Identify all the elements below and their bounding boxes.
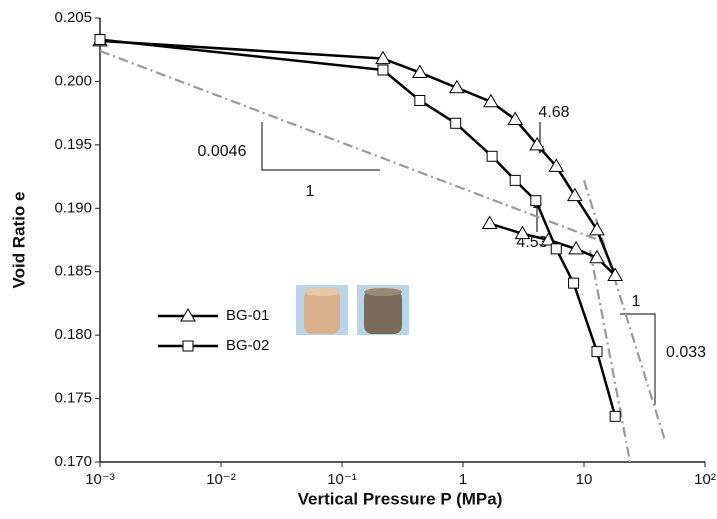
x-tick-label: 10²: [694, 471, 716, 488]
marker: [566, 187, 583, 202]
marker: [180, 308, 196, 322]
marker: [530, 195, 542, 207]
x-axis-title: Vertical Pressure P (MPa): [298, 489, 503, 508]
x-tick-label: 10⁻²: [206, 471, 236, 488]
series-line: [99, 38, 617, 417]
y-tick-label: 0.185: [54, 263, 92, 280]
marker: [449, 79, 465, 94]
y-tick-label: 0.180: [54, 326, 92, 343]
legend-label: BG-01: [226, 307, 269, 324]
marker: [529, 136, 546, 151]
x-tick-label: 10: [576, 471, 593, 488]
marker: [548, 158, 565, 172]
slope-triangle: [261, 122, 380, 171]
annotation: 4.68: [538, 104, 569, 121]
x-tick-label: 10⁻³: [85, 471, 115, 488]
x-tick-label: 10⁻¹: [327, 471, 357, 488]
reference-line: [99, 49, 606, 244]
marker: [507, 111, 524, 125]
legend-label: BG-02: [226, 337, 269, 354]
marker: [486, 150, 498, 162]
marker: [568, 277, 580, 289]
marker: [589, 249, 605, 264]
marker: [589, 221, 605, 236]
reference-line: [588, 249, 632, 463]
marker: [509, 174, 521, 186]
marker: [568, 240, 584, 255]
marker: [514, 225, 531, 240]
annotation: 0.0046: [198, 143, 247, 160]
marker: [483, 93, 499, 108]
y-tick-label: 0.195: [54, 136, 92, 153]
specimen-photo: [357, 285, 409, 335]
marker: [591, 346, 603, 358]
series-line: [99, 39, 617, 277]
reference-line: [582, 180, 667, 441]
y-tick-label: 0.190: [54, 199, 92, 216]
marker: [550, 243, 562, 255]
marker: [377, 64, 389, 76]
x-tick-label: 1: [459, 471, 467, 488]
marker: [414, 94, 426, 106]
marker: [94, 34, 106, 46]
y-tick-label: 0.170: [54, 453, 92, 470]
slope-triangle: [620, 313, 656, 405]
y-tick-label: 0.200: [54, 72, 92, 89]
marker: [182, 340, 194, 352]
annotation: 1: [632, 293, 641, 310]
marker: [450, 117, 462, 129]
marker: [411, 64, 428, 79]
y-axis-title: Void Ratio e: [9, 192, 28, 289]
marker: [607, 267, 624, 282]
specimen-photo: [296, 285, 348, 335]
annotation: 1: [306, 183, 315, 200]
marker: [481, 215, 498, 230]
annotation: 0.033: [666, 344, 706, 361]
y-tick-label: 0.205: [54, 9, 92, 26]
y-tick-label: 0.175: [54, 390, 92, 407]
marker: [609, 410, 621, 422]
marker: [375, 50, 391, 65]
